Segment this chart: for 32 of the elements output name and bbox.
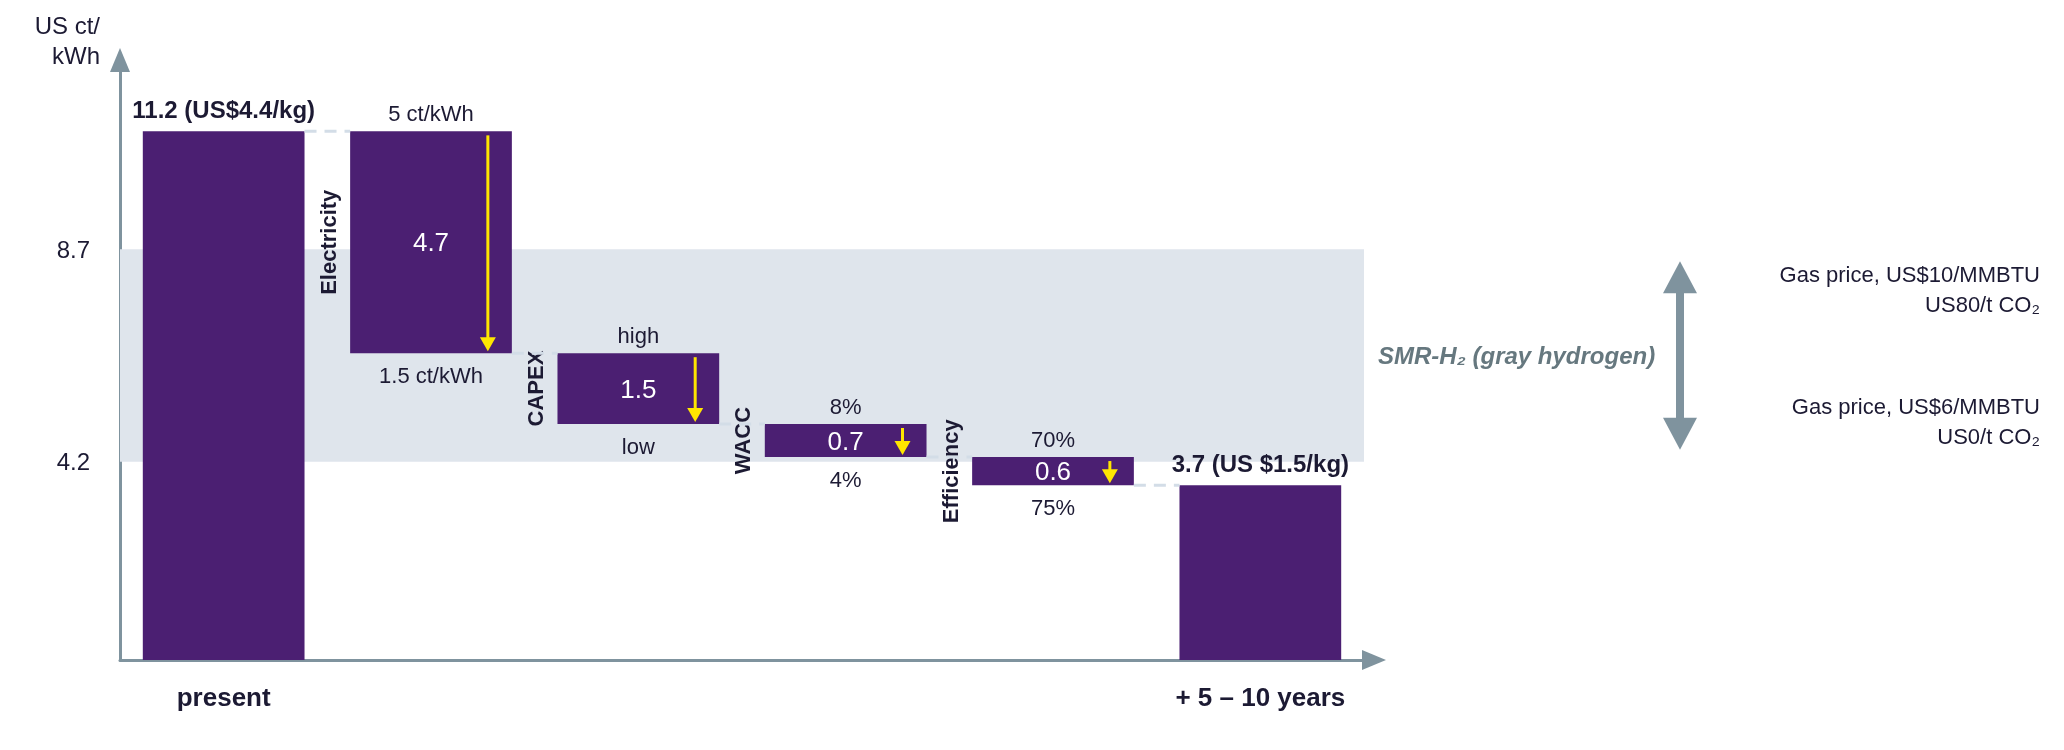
bar bbox=[1179, 485, 1342, 660]
bar bbox=[142, 131, 305, 660]
text: Gas price, US$10/MMBTU US80/t CO₂ bbox=[1779, 261, 2040, 317]
data-label: 4.7 bbox=[412, 227, 450, 258]
data-label: 1.5 bbox=[620, 373, 657, 404]
annotation: 75% bbox=[1030, 494, 1076, 520]
annotation: 70% bbox=[1030, 426, 1076, 452]
band-label: SMR-H₂ (gray hydrogen) bbox=[1378, 342, 1656, 370]
bar bbox=[972, 457, 1134, 486]
y-axis-title: US ct/kWh bbox=[34, 11, 101, 69]
annotation: low bbox=[621, 433, 655, 459]
x-tick-label: present bbox=[176, 682, 271, 712]
y-tick-label: 4.2 bbox=[56, 448, 90, 476]
annotation: 5 ct/kWh bbox=[388, 100, 474, 126]
annotation: high bbox=[617, 322, 660, 348]
data-label: 0.6 bbox=[1034, 456, 1072, 487]
annotation: Efficiency bbox=[937, 418, 963, 524]
annotation: 4% bbox=[829, 466, 862, 492]
y-tick-label: 8.7 bbox=[56, 235, 90, 263]
x-tick-label: + 5 – 10 years bbox=[1175, 682, 1346, 712]
annotation: WACC bbox=[730, 406, 756, 475]
data-label: 0.7 bbox=[827, 425, 864, 456]
annotation: 8% bbox=[829, 393, 862, 419]
annotation: Electricity bbox=[315, 188, 341, 295]
text: Gas price, US$6/MMBTU US0/t CO₂ bbox=[1791, 394, 2040, 450]
data-label: 3.7 (US $1.5/kg) bbox=[1171, 449, 1350, 477]
bar bbox=[764, 424, 927, 458]
data-label: 11.2 (US$4.4/kg) bbox=[132, 95, 316, 123]
annotation: 1.5 ct/kWh bbox=[379, 362, 483, 388]
bar bbox=[350, 131, 512, 354]
annotation: CAPEX bbox=[522, 350, 548, 427]
bar bbox=[557, 353, 720, 424]
